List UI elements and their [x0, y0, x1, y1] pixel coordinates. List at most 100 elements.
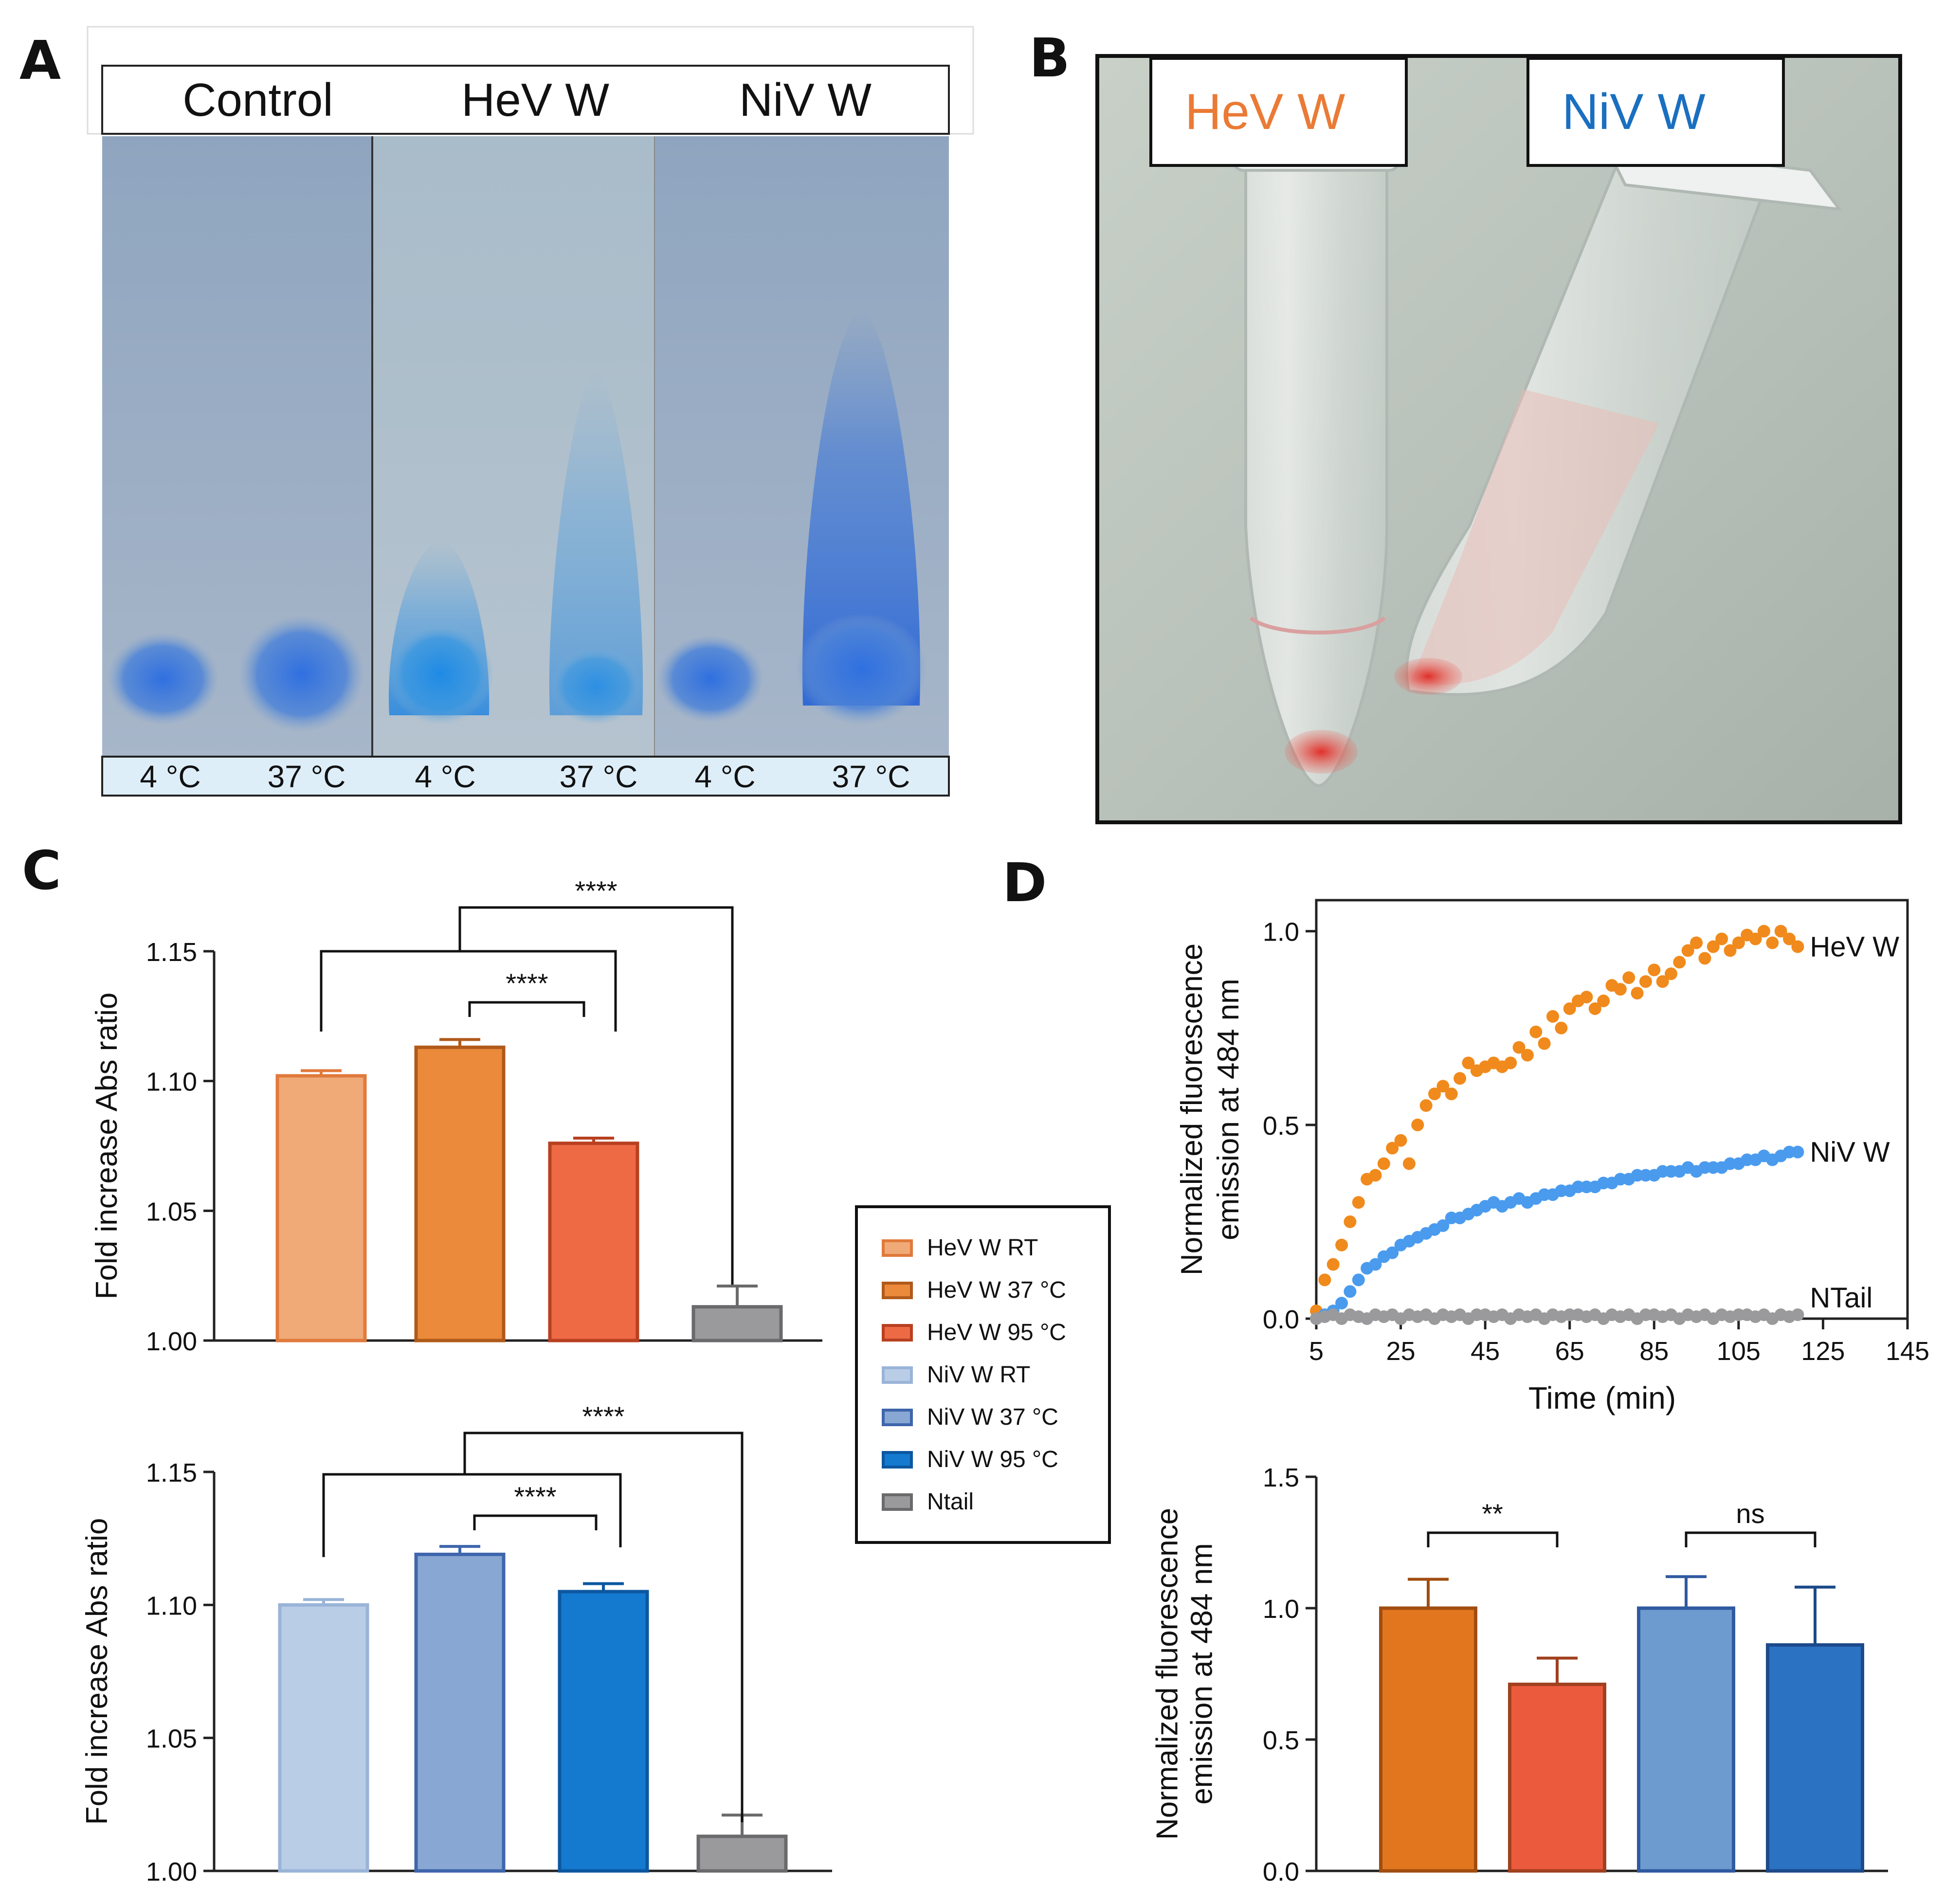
data-point [1698, 952, 1711, 965]
significance-bracket [468, 1001, 585, 1017]
data-point [1690, 936, 1703, 949]
panel-label-d: D [1002, 852, 1047, 914]
lane-label: 4 °C [140, 759, 200, 794]
data-point [1411, 1118, 1424, 1131]
data-point [1614, 983, 1627, 996]
legend-swatch [882, 1493, 913, 1511]
data-point [1791, 940, 1804, 953]
y-tick-label: 1.00 [146, 1857, 197, 1886]
data-point [1504, 1056, 1517, 1070]
bar [278, 1603, 369, 1873]
gel-lane-label-strip [101, 756, 950, 797]
series-label: HeV W [1810, 931, 1899, 963]
chart-c-bottom: 1.00 1.05 1.10 1.15 Fold increase Abs ratio *… [80, 1401, 832, 1886]
data-point [1707, 940, 1720, 953]
x-tick-label: 5 [1309, 1337, 1324, 1366]
legend-label: Ntail [927, 1489, 974, 1515]
tube-liquid [1411, 389, 1659, 685]
significance-label: **** [582, 1401, 624, 1432]
panel-a-gel: Control HeV W NiV W 4 °C 37 °C 4 °C 37 °… [87, 26, 974, 797]
y-tick-label: 1.15 [146, 938, 197, 967]
x-tick-label: 25 [1386, 1337, 1416, 1366]
x-tick-label: 65 [1555, 1337, 1584, 1366]
series-label: NTail [1810, 1282, 1872, 1314]
legend-label: NiV W 37 °C [927, 1404, 1058, 1430]
x-tick-label: 125 [1801, 1337, 1845, 1366]
significance-bracket [320, 950, 617, 1032]
data-point [1715, 932, 1728, 945]
legend-swatch [882, 1239, 913, 1257]
significance-bracket [1427, 1531, 1559, 1547]
data-point [1774, 925, 1787, 938]
gel-band [107, 633, 219, 725]
significance-label: **** [575, 875, 617, 906]
significance-label: ns [1736, 1498, 1764, 1529]
y-axis-label: Fold increase Abs ratio [90, 993, 124, 1300]
series-label: NiV W [1810, 1137, 1890, 1168]
y-tick-label: 1.10 [146, 1068, 197, 1097]
data-point [1538, 1037, 1551, 1050]
tube-pellet [1394, 658, 1462, 695]
data-point [1766, 936, 1779, 949]
data-point [1377, 1157, 1390, 1170]
data-point [1588, 1002, 1601, 1015]
legend-swatch [882, 1324, 913, 1342]
data-point [1512, 1041, 1526, 1054]
gel-header-hev: HeV W [461, 74, 609, 126]
gel-band [238, 616, 365, 732]
y-tick-label: 1.5 [1263, 1463, 1299, 1492]
legend-label: HeV W 95 °C [927, 1320, 1066, 1345]
legend-label: NiV W RT [927, 1362, 1030, 1388]
data-point [1639, 975, 1652, 988]
y-axis-label: Normalized fluorescence [1150, 1508, 1184, 1840]
legend-swatch [882, 1366, 913, 1384]
gel-band [550, 647, 642, 725]
legend-label: HeV W RT [927, 1235, 1038, 1261]
bar [1379, 1606, 1477, 1873]
data-point [1580, 991, 1593, 1004]
panel-label-c: C [22, 839, 61, 902]
data-point [1681, 944, 1694, 957]
legend-label: HeV W 37 °C [927, 1277, 1066, 1303]
data-point [1428, 1088, 1441, 1101]
data-point [1394, 1134, 1407, 1147]
data-point [1555, 1021, 1568, 1034]
y-axis-label: Normalized fluorescence [1175, 943, 1209, 1275]
data-point [1732, 936, 1745, 949]
panel-label-a: A [19, 29, 61, 91]
gel-smear [802, 311, 920, 706]
data-point [1352, 1273, 1365, 1287]
lane-label: 4 °C [694, 759, 755, 794]
x-tick-label: 85 [1639, 1337, 1669, 1366]
bar [691, 1305, 783, 1342]
data-point [1563, 1002, 1576, 1015]
data-point [1402, 1157, 1416, 1170]
y-tick-label: 0.0 [1263, 1305, 1299, 1334]
data-point [1546, 1010, 1559, 1023]
bar [1508, 1683, 1606, 1873]
lane-label: 37 °C [268, 759, 346, 794]
bar [414, 1552, 506, 1873]
data-point [1453, 1072, 1467, 1085]
panel-b-photo: HeV W NiV W [1095, 54, 1902, 824]
y-tick-label: 1.05 [146, 1724, 197, 1754]
significance-label: **** [506, 968, 548, 998]
x-axis-label: Time (min) [1528, 1380, 1676, 1415]
data-point [1369, 1258, 1382, 1271]
data-point [1344, 1215, 1357, 1228]
bar [696, 1834, 788, 1873]
photo-label-niv-box [1526, 57, 1785, 167]
tube-meniscus [1249, 616, 1386, 635]
data-point [1436, 1219, 1450, 1232]
chart-d-top: 5 25 45 65 85 105 125 145 0.0 0.5 1.0 Time (min) Nor… [1175, 899, 1929, 1415]
data-point [1631, 987, 1644, 1000]
legend-swatch [882, 1282, 913, 1299]
data-point [1622, 971, 1635, 984]
significance-label: **** [514, 1481, 556, 1512]
data-point [1749, 932, 1762, 945]
y-tick-label: 0.0 [1263, 1857, 1299, 1886]
data-point [1783, 932, 1796, 945]
data-point [1521, 1049, 1534, 1062]
y-tick-label: 1.0 [1263, 918, 1299, 947]
gel-band [657, 635, 764, 723]
